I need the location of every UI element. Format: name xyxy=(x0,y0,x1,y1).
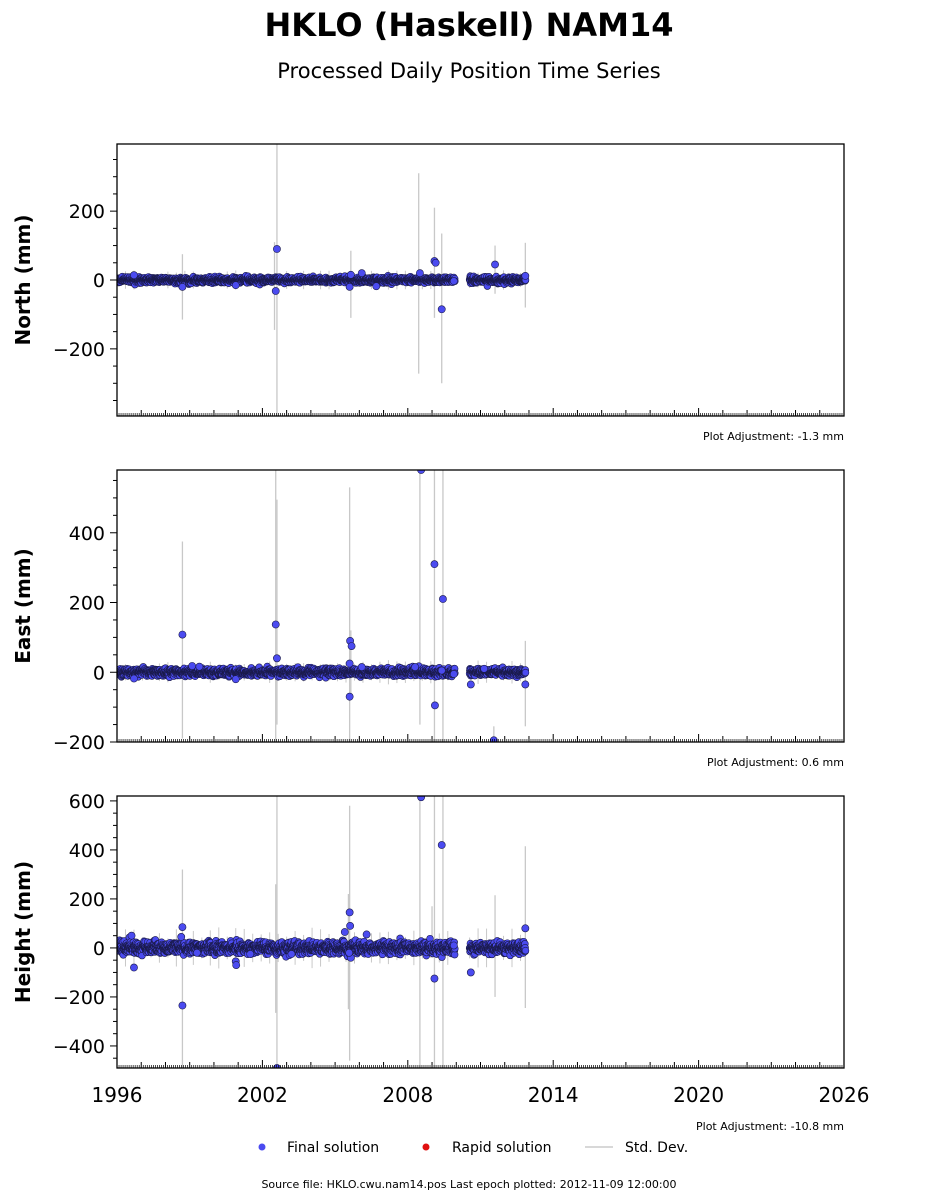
final-solution-outlier xyxy=(130,674,138,683)
final-solution-outlier xyxy=(480,664,489,673)
y-tick-label: 200 xyxy=(69,201,105,223)
y-tick-label: 0 xyxy=(93,662,105,684)
final-solution-outlier xyxy=(345,692,354,701)
plot-area xyxy=(117,796,530,1068)
final-solution-outlier xyxy=(231,281,240,290)
final-solution-outlier xyxy=(345,282,354,291)
chart-title: HKLO (Haskell) NAM14 xyxy=(265,6,674,44)
final-solution-outlier xyxy=(178,630,187,639)
final-solution-outlier xyxy=(521,271,530,280)
y-tick-label: 400 xyxy=(69,523,105,545)
plot-area xyxy=(117,144,530,416)
final-solution-outlier xyxy=(449,277,458,285)
final-solution-outlier xyxy=(430,560,439,569)
final-solution-outlier xyxy=(437,305,446,314)
final-solution-outlier xyxy=(372,282,381,291)
y-tick-label: −200 xyxy=(53,339,105,361)
y-axis-label: East (mm) xyxy=(11,548,35,664)
final-solution-outlier xyxy=(491,260,499,269)
final-solution-outlier xyxy=(195,662,204,671)
final-solution-outlier xyxy=(439,595,447,603)
y-tick-label: 0 xyxy=(93,270,105,292)
final-solution-outlier xyxy=(431,258,440,267)
final-solution-outlier xyxy=(271,620,280,629)
final-solution-outlier xyxy=(411,663,419,671)
final-solution-outlier xyxy=(188,662,197,670)
plot-adjustment: Plot Adjustment: 0.6 mm xyxy=(707,756,844,769)
final-solution-point xyxy=(521,668,530,677)
final-solution-outlier xyxy=(130,271,138,280)
north-panel: −200 0 200 North (mm) Plot Adjustment: -1.3 … xyxy=(11,143,845,443)
final-solution-outlier xyxy=(521,680,530,689)
final-solution-outlier xyxy=(178,282,187,291)
final-solution-outlier xyxy=(231,675,240,684)
final-solution-outlier xyxy=(431,701,439,710)
east-panel: −200 0 200 400 East (mm) Plot Adjustment: 0.6… xyxy=(11,469,845,769)
final-solution-outlier xyxy=(357,269,366,278)
plot-adjustment: Plot Adjustment: -1.3 mm xyxy=(703,430,844,443)
y-tick-label: −200 xyxy=(53,732,105,754)
final-solution-outlier xyxy=(416,269,424,278)
y-axis-label: North (mm) xyxy=(11,214,35,345)
final-solution-outlier xyxy=(449,670,458,678)
plot-area xyxy=(117,470,530,742)
final-solution-outlier xyxy=(273,654,281,663)
final-solution-outlier xyxy=(347,642,356,651)
final-solution-outlier xyxy=(345,659,354,668)
final-solution-outlier xyxy=(466,680,475,689)
final-solution-outlier xyxy=(273,245,281,253)
y-tick-label: 200 xyxy=(69,593,105,615)
chart-subtitle: Processed Daily Position Time Series xyxy=(277,59,661,83)
axes-frame xyxy=(116,469,845,743)
final-solution-outlier xyxy=(346,270,355,279)
final-solution-outlier xyxy=(437,666,446,675)
final-solution-outlier xyxy=(357,663,366,671)
final-solution-outlier xyxy=(271,287,280,295)
